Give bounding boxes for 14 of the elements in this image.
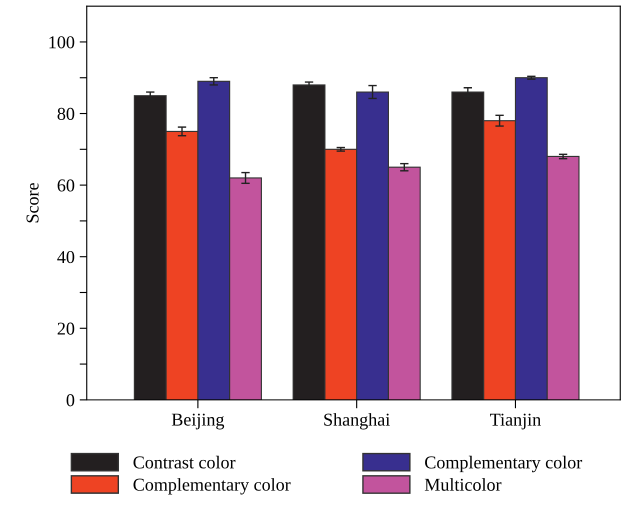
y-tick-label: 40 [57,250,74,264]
y-tick-label: 0 [66,394,74,406]
y-tick-label: 100 [49,36,74,48]
y-tick-label: 60 [58,179,74,192]
legend-label: Multicolor [424,478,502,491]
y-tick-label: 20 [58,322,74,335]
x-tick-label: Shanghai [324,413,390,430]
y-axis-title: Score [26,183,39,222]
y-tick-label: 80 [58,108,74,120]
legend-label: Complementary color [425,456,582,472]
legend-label: Contrast color [134,456,236,469]
x-tick-label: Beijing [172,414,224,430]
legend-label: Complementary color [134,478,291,494]
x-tick-label: Tianjin [490,414,541,430]
